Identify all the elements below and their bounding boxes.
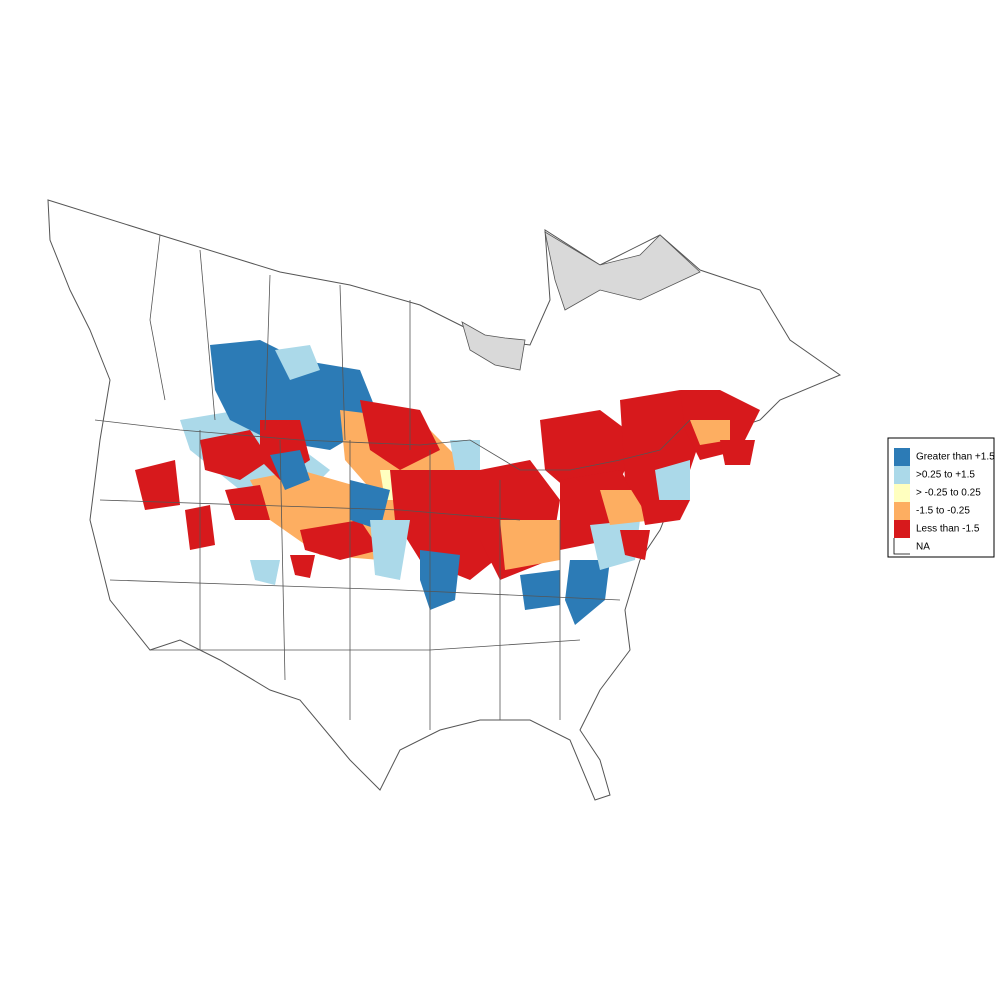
legend: Greater than +1.5 >0.25 to +1.5 > -0.25 to… <box>893 448 995 555</box>
legend-swatch <box>894 448 910 466</box>
legend-label: > -0.25 to 0.25 <box>916 488 981 499</box>
legend-swatch <box>894 466 910 484</box>
legend-label: Greater than +1.5 <box>916 452 995 463</box>
legend-swatch <box>894 502 910 520</box>
na-area <box>544 231 701 311</box>
legend-swatch <box>893 538 910 555</box>
legend-swatch <box>894 484 910 502</box>
legend-label: Less than -1.5 <box>916 524 980 535</box>
legend-label: -1.5 to -0.25 <box>916 506 970 517</box>
legend-label: NA <box>916 542 930 553</box>
legend-swatch <box>894 520 910 538</box>
borders <box>94 234 691 730</box>
legend-label: >0.25 to +1.5 <box>916 470 975 481</box>
na-area <box>461 321 526 371</box>
